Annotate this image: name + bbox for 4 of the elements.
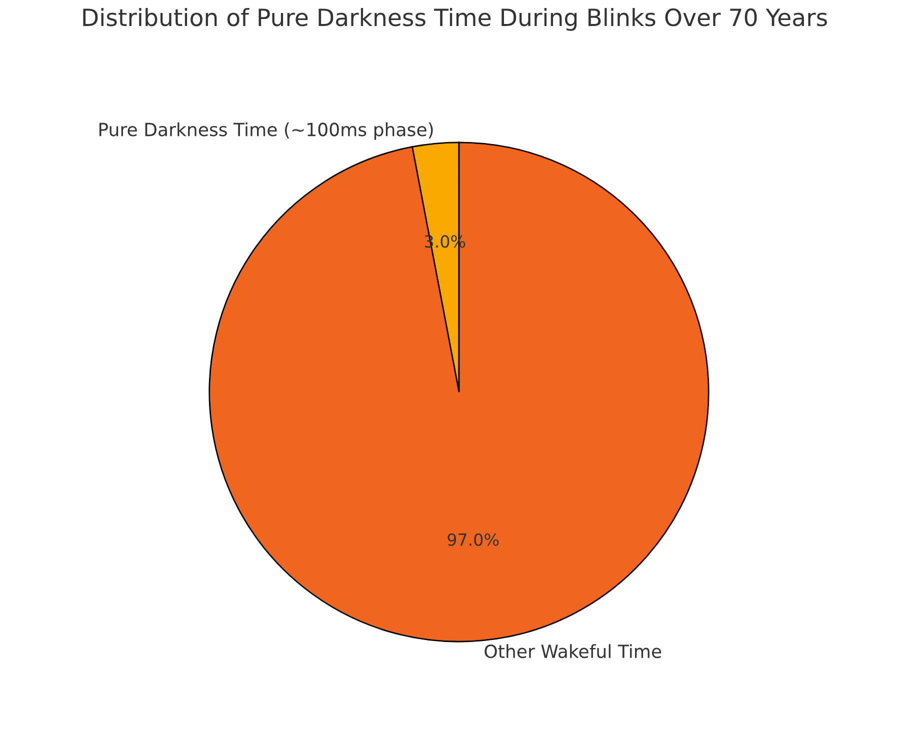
data-label: 97.0%: [448, 533, 499, 546]
slice-label: Pure Darkness Time (~100ms phase): [99, 122, 433, 140]
chart-title: Distribution of Pure Darkness Time During Blinks Over 70 Years: [83, 8, 827, 31]
slice-label: Other Wakeful Time: [484, 644, 662, 658]
